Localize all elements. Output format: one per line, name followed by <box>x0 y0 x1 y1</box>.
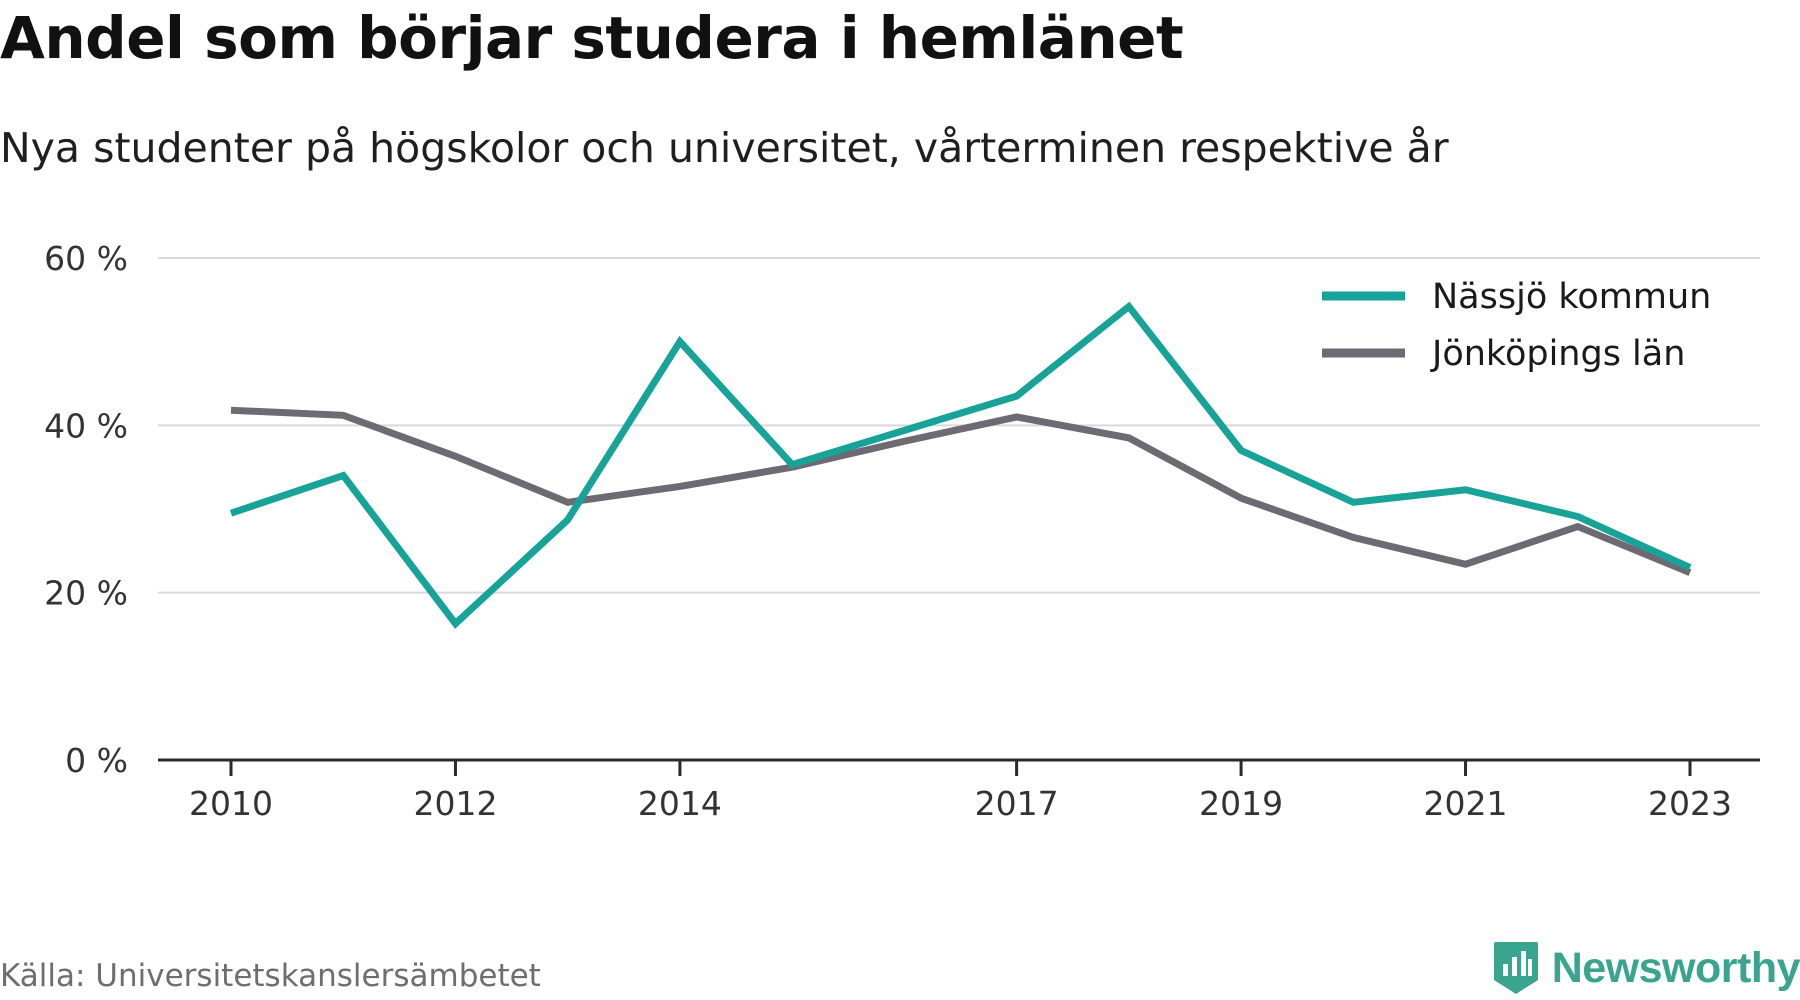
legend: Nässjö kommun Jönköpings län <box>1322 277 1711 374</box>
x-tick-label: 2021 <box>1424 784 1508 823</box>
source-note: Källa: Universitetskanslersämbetet <box>0 958 541 994</box>
y-tick-label: 40 % <box>44 406 128 445</box>
legend-label: Nässjö kommun <box>1432 277 1711 317</box>
y-tick-label: 60 % <box>44 239 128 278</box>
newsworthy-chart-icon <box>1493 942 1538 994</box>
x-tick-label: 2019 <box>1199 784 1283 823</box>
chart-subtitle: Nya studenter på högskolor och universit… <box>0 124 1449 172</box>
y-axis-labels: 0 % 20 % 40 % 60 % <box>44 239 128 780</box>
x-tick-label: 2012 <box>413 784 497 823</box>
series-lines <box>229 301 1692 629</box>
x-tick-label: 2017 <box>975 784 1059 823</box>
series-line-nassjo <box>229 301 1692 629</box>
legend-label: Jönköpings län <box>1430 334 1685 374</box>
newsworthy-logo: Newsworthy <box>1492 940 1800 996</box>
chart-title: Andel som börjar studera i hemlänet <box>0 4 1184 72</box>
y-tick-label: 0 % <box>65 741 128 780</box>
x-tick-label: 2023 <box>1648 784 1732 823</box>
y-tick-label: 20 % <box>44 574 128 613</box>
gridlines <box>158 257 1760 594</box>
x-axis: 2010 2012 2014 2017 2019 2021 2023 <box>158 758 1760 823</box>
x-tick-label: 2014 <box>638 784 722 823</box>
series-line-jonkoping <box>230 406 1692 576</box>
brand-name: Newsworthy <box>1551 943 1800 992</box>
x-tick-label: 2010 <box>189 784 273 823</box>
